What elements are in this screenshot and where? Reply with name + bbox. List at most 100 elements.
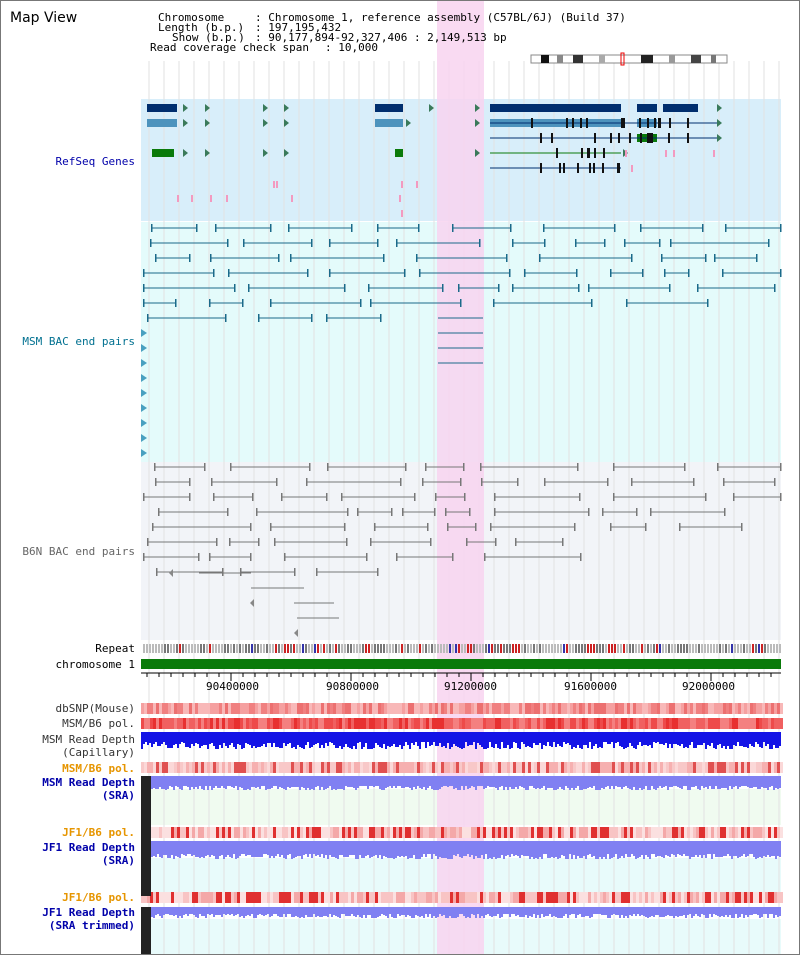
b6n-bac-end — [250, 523, 252, 531]
read-depth-bar — [277, 732, 279, 747]
gene-exon — [556, 148, 558, 158]
read-depth-bar — [493, 732, 495, 748]
polymorphism-cell — [516, 718, 519, 729]
read-depth-bar — [357, 907, 359, 915]
polymorphism-cell — [630, 762, 633, 773]
polymorphism-cell — [621, 762, 624, 773]
repeat-element — [149, 644, 151, 653]
polymorphism-cell — [318, 762, 321, 773]
polymorphism-cell — [522, 718, 525, 729]
polymorphism-cell — [732, 892, 735, 903]
gene-strand-arrow — [284, 149, 289, 157]
polymorphism-cell — [768, 892, 771, 903]
read-depth-bar — [619, 776, 621, 787]
read-depth-bar — [351, 776, 353, 787]
polymorphism-cell — [258, 718, 261, 729]
read-depth-bar — [283, 841, 285, 858]
b6n-bac-end — [494, 508, 496, 516]
polymorphism-cell — [198, 718, 201, 729]
polymorphism-cell — [510, 827, 513, 838]
read-depth-bar — [515, 732, 517, 743]
gene-exon — [587, 148, 589, 158]
msm-bac-end-arrow — [141, 419, 147, 427]
polymorphism-cell — [507, 762, 510, 773]
read-depth-bar — [323, 907, 325, 916]
read-depth-bar — [395, 732, 397, 747]
read-depth-bar — [523, 732, 525, 744]
read-depth-bar — [467, 907, 469, 917]
read-depth-bar — [447, 841, 449, 859]
msm-bac-end — [479, 239, 481, 247]
read-depth-bar — [639, 776, 641, 788]
read-depth-bar — [373, 841, 375, 856]
polymorphism-cell — [681, 718, 684, 729]
snp-marker — [191, 195, 193, 202]
read-depth-bar — [441, 841, 443, 858]
polymorphism-cell — [345, 827, 348, 838]
msm-bac-end — [442, 284, 444, 292]
read-depth-bar — [699, 907, 701, 917]
polymorphism-cell — [306, 827, 309, 838]
read-depth-bar — [385, 907, 387, 916]
read-depth-bar — [333, 841, 335, 857]
polymorphism-cell — [540, 892, 543, 903]
b6n-bac-end — [613, 463, 615, 471]
read-depth-bar — [241, 907, 243, 916]
repeat-element — [713, 644, 715, 653]
polymorphism-cell — [570, 762, 573, 773]
read-depth-bar — [159, 907, 161, 916]
polymorphism-cell — [654, 762, 657, 773]
polymorphism-cell — [705, 827, 708, 838]
read-depth-bar — [495, 776, 497, 788]
read-depth-bar — [381, 732, 383, 748]
read-depth-bar — [559, 841, 561, 858]
read-depth-bar — [207, 907, 209, 914]
refseq-genes-label[interactable]: RefSeq Genes — [55, 155, 135, 168]
msm-bac-end — [512, 284, 514, 292]
read-depth-bar — [531, 907, 533, 917]
polymorphism-cell — [456, 703, 459, 714]
read-depth-bar — [257, 732, 259, 747]
msm-bac-end-pairs-label[interactable]: MSM BAC end pairs — [22, 335, 135, 348]
read-depth-bar — [529, 732, 531, 747]
read-depth-bar — [743, 907, 745, 918]
read-depth-bar — [145, 732, 147, 742]
polymorphism-cell — [381, 827, 384, 838]
read-depth-bar — [211, 732, 213, 743]
ideogram-band — [573, 55, 583, 63]
read-depth-bar — [341, 776, 343, 789]
read-depth-bar — [205, 907, 207, 918]
msm-bac-end-arrow — [141, 374, 147, 382]
polymorphism-cell — [624, 892, 627, 903]
read-depth-bar — [345, 776, 347, 786]
polymorphism-cell — [498, 827, 501, 838]
polymorphism-cell — [702, 762, 705, 773]
polymorphism-cell — [285, 827, 288, 838]
polymorphism-cell — [444, 703, 447, 714]
gene-strand-arrow — [717, 119, 722, 127]
read-depth-bar — [329, 732, 331, 742]
read-depth-bar — [779, 776, 781, 788]
polymorphism-cell — [489, 762, 492, 773]
polymorphism-cell — [756, 892, 759, 903]
read-depth-bar — [735, 776, 737, 786]
read-depth-bar — [395, 841, 397, 858]
read-depth-bar — [379, 841, 381, 855]
repeat-element — [428, 644, 430, 653]
b6n-bac-end — [466, 538, 468, 546]
read-depth-bar — [245, 841, 247, 856]
chromosome-bar — [141, 659, 781, 669]
read-depth-bar — [371, 732, 373, 749]
b6n-bac-end-pairs-label[interactable]: B6N BAC end pairs — [22, 545, 135, 558]
read-depth-bar — [537, 776, 539, 788]
polymorphism-cell — [513, 718, 516, 729]
axis-tick-label: 90800000 — [326, 680, 379, 693]
polymorphism-cell — [141, 762, 144, 773]
read-depth-bar — [213, 776, 215, 788]
read-depth-bar — [729, 776, 731, 786]
read-depth-bar — [743, 841, 745, 854]
read-depth-bar — [501, 841, 503, 855]
read-depth-bar — [237, 732, 239, 744]
polymorphism-cell — [780, 827, 783, 838]
